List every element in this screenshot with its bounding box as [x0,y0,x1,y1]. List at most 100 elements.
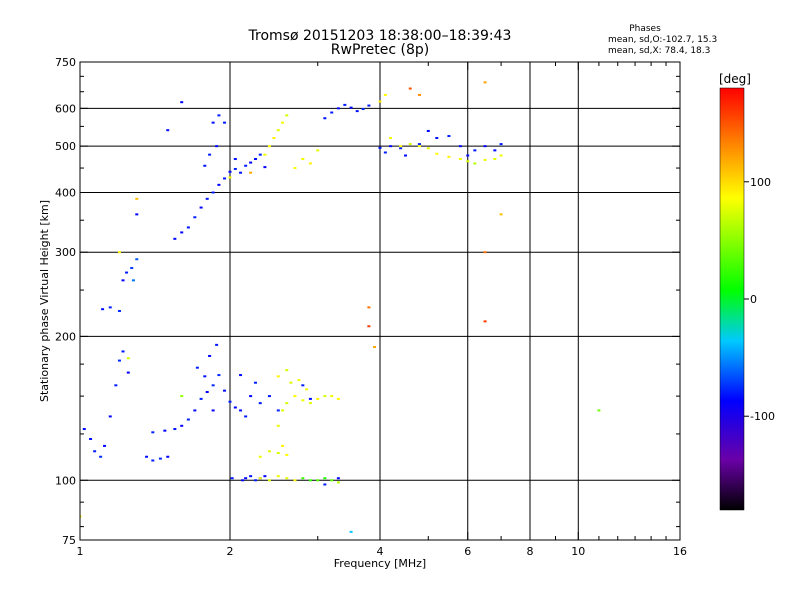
data-point [308,397,312,400]
data-point [233,406,237,409]
data-point [199,397,203,400]
data-point [399,147,403,150]
data-point [208,354,212,357]
data-point [145,455,149,458]
data-point [408,87,412,90]
data-point [426,147,430,150]
data-point [186,226,190,229]
data-point [117,251,121,254]
data-point [355,110,359,113]
data-point [239,374,243,377]
chart-subtitle: RwPretec (8p) [331,42,429,58]
data-point [281,121,285,124]
data-point [349,106,353,109]
data-point [289,381,293,384]
data-point [249,475,253,478]
data-point [263,153,267,156]
data-point [330,395,334,398]
data-point [483,145,487,148]
data-point [336,481,340,484]
x-tick-label: 10 [571,545,585,558]
data-point [101,308,105,311]
data-point [114,384,118,387]
data-point [89,437,93,440]
data-point [466,154,470,157]
data-point [258,455,262,458]
data-point [131,279,135,282]
data-point [239,409,243,412]
y-tick-label: 600 [55,102,76,115]
data-point [208,153,212,156]
data-point [483,81,487,84]
data-point [383,93,387,96]
data-point [228,400,232,403]
data-point [203,164,207,167]
data-point [281,444,285,447]
data-point [151,431,155,434]
data-point [276,409,280,412]
data-point [253,381,257,384]
x-tick-label: 8 [527,545,534,558]
data-point [130,267,134,270]
data-point [267,479,271,482]
data-point [258,477,262,480]
y-tick-label: 500 [55,140,76,153]
data-point [473,149,477,152]
data-point [163,429,167,432]
data-point [244,164,248,167]
data-point [239,171,243,174]
data-point [108,415,112,418]
data-point [267,450,271,453]
data-point [447,155,451,158]
data-point [125,271,129,274]
data-point [121,350,125,353]
data-point [263,475,267,478]
data-point [135,197,139,200]
data-point [126,371,130,374]
data-point [249,171,253,174]
data-point [253,479,257,482]
colorbar-tick-label: 0 [750,293,757,306]
data-point [285,369,289,372]
data-point [305,388,309,391]
data-point [473,162,477,165]
data-point [316,479,320,482]
data-point [458,158,462,161]
data-point [493,158,497,161]
stats-heading: Phases [629,24,661,34]
colorbar-label: [deg] [719,72,751,86]
colorbar-tick-label: 100 [750,176,771,189]
data-point [151,459,155,462]
data-point [217,114,221,117]
chart-title: Tromsø 20151203 18:38:00–18:39:43 [248,28,512,44]
data-point [435,152,439,155]
data-point [203,375,207,378]
data-point [483,251,487,254]
data-point [211,121,215,124]
data-point [417,93,421,96]
data-point [293,479,297,482]
data-point [483,158,487,161]
x-axis-label: Frequency [MHz] [334,557,426,570]
y-tick-label: 300 [55,246,76,259]
data-point [173,237,177,240]
data-point [241,479,245,482]
x-tick-label: 6 [464,545,471,558]
data-point [330,479,334,482]
data-point [99,455,103,458]
data-point [233,167,237,170]
data-point [215,343,219,346]
data-point [426,129,430,132]
data-point [117,359,121,362]
data-point [272,137,276,140]
data-point [466,160,470,163]
data-point [499,213,503,216]
data-point [281,409,285,412]
data-point [276,475,280,478]
data-point [293,167,297,170]
data-point [316,149,320,152]
x-tick-label: 1 [77,545,84,558]
data-point [180,395,184,398]
data-point [228,176,232,179]
data-point [336,397,340,400]
